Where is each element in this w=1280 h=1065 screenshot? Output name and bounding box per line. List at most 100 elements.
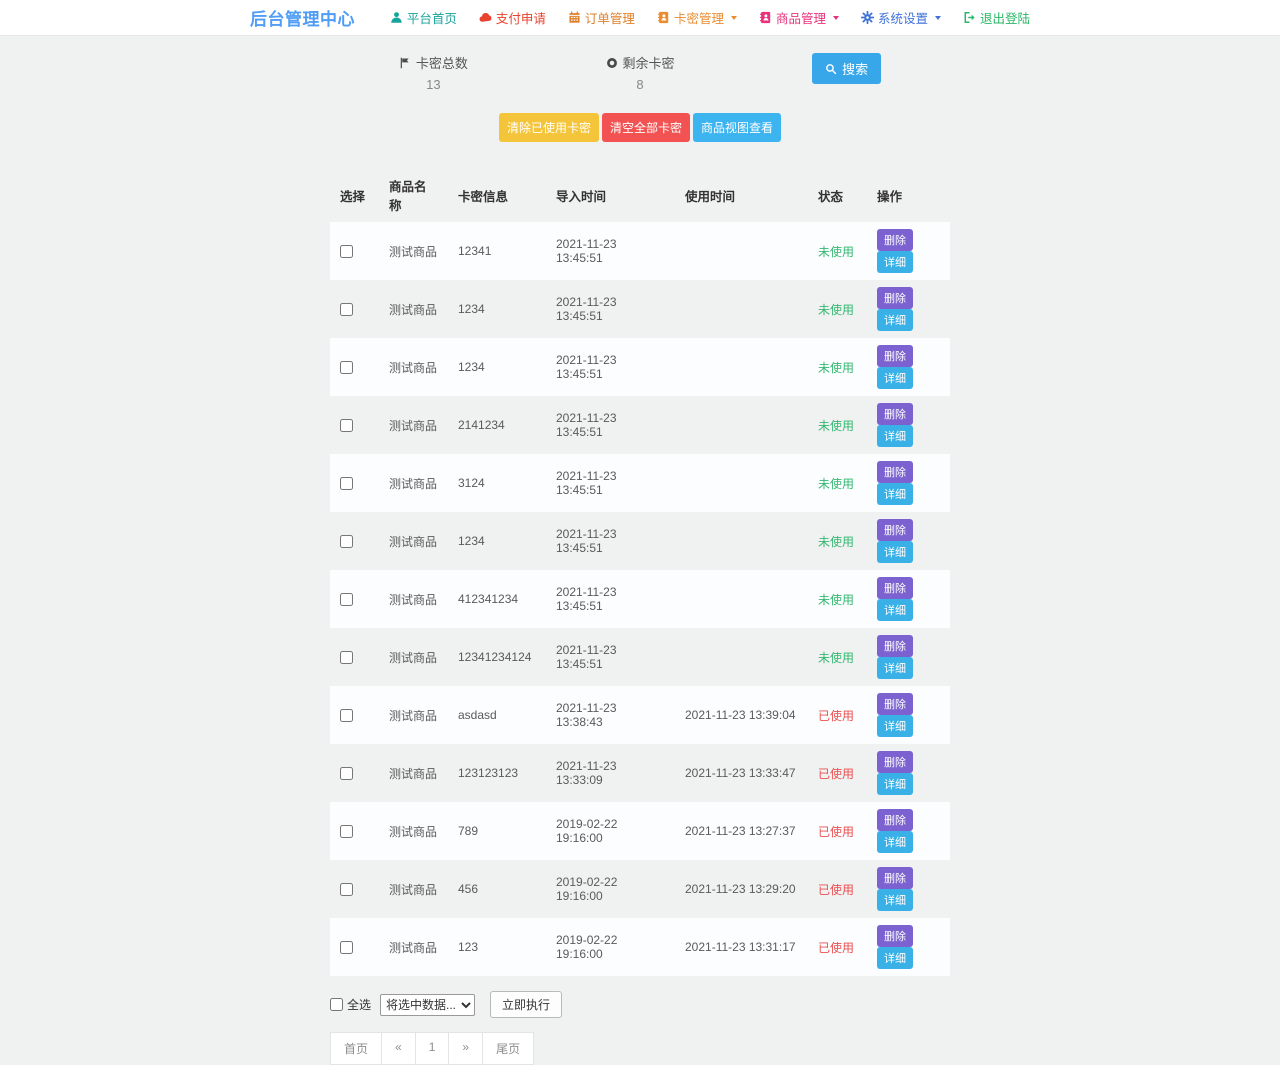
detail-button[interactable]: 详细 xyxy=(877,715,913,737)
delete-button[interactable]: 删除 xyxy=(877,229,913,251)
detail-button[interactable]: 详细 xyxy=(877,367,913,389)
row-checkbox[interactable] xyxy=(340,825,353,839)
col-header-status: 状态 xyxy=(818,189,844,204)
card-code-cell: 456 xyxy=(458,882,479,896)
address-book-icon xyxy=(657,11,670,24)
delete-button[interactable]: 删除 xyxy=(877,809,913,831)
row-checkbox[interactable] xyxy=(340,593,353,607)
row-checkbox[interactable] xyxy=(340,651,353,665)
row-checkbox[interactable] xyxy=(340,941,353,955)
detail-button[interactable]: 详细 xyxy=(877,947,913,969)
nav-item-products[interactable]: 商品管理 xyxy=(759,8,839,27)
nav-item-label: 系统设置 xyxy=(877,12,928,26)
table-row: 测试商品 789 2019-02-22 19:16:00 2021-11-23 … xyxy=(330,802,950,860)
stat-value: 8 xyxy=(636,77,644,92)
bulk-action-select[interactable]: 将选中数据... xyxy=(380,993,476,1016)
table-row: 测试商品 asdasd 2021-11-23 13:38:43 2021-11-… xyxy=(330,686,950,744)
detail-button[interactable]: 详细 xyxy=(877,483,913,505)
detail-button[interactable]: 详细 xyxy=(877,773,913,795)
cloud-icon xyxy=(479,11,492,24)
row-checkbox[interactable] xyxy=(340,477,353,491)
stat-total-cards: 卡密总数 13 xyxy=(330,53,537,92)
product-view-button[interactable]: 商品视图查看 xyxy=(693,113,782,142)
clear-used-cards-button[interactable]: 清除已使用卡密 xyxy=(498,113,599,142)
detail-button[interactable]: 详细 xyxy=(877,657,913,679)
row-checkbox[interactable] xyxy=(340,535,353,549)
row-checkbox[interactable] xyxy=(340,361,353,375)
detail-button[interactable]: 详细 xyxy=(877,425,913,447)
import-time-cell: 2019-02-22 19:16:00 xyxy=(556,817,618,845)
nav-item-settings[interactable]: 系统设置 xyxy=(860,8,941,27)
top-navbar: 后台管理中心 平台首页 支付申请 订单管理 卡密管理 商品管理 系统设置 退出登… xyxy=(0,0,1280,36)
detail-button[interactable]: 详细 xyxy=(877,251,913,273)
table-row: 测试商品 123123123 2021-11-23 13:33:09 2021-… xyxy=(330,744,950,802)
delete-button[interactable]: 删除 xyxy=(877,403,913,425)
card-key-table: 选择 商品名称 卡密信息 导入时间 使用时间 状态 操作 测试商品 12341 … xyxy=(330,168,950,976)
page-item-next[interactable]: » xyxy=(448,1032,484,1065)
delete-button[interactable]: 删除 xyxy=(877,635,913,657)
delete-button[interactable]: 删除 xyxy=(877,693,913,715)
status-cell: 未使用 xyxy=(818,534,855,549)
page-item-prev[interactable]: « xyxy=(381,1032,416,1065)
row-checkbox[interactable] xyxy=(340,245,353,259)
nav-item-cards[interactable]: 卡密管理 xyxy=(657,8,737,27)
import-time-cell: 2021-11-23 13:45:51 xyxy=(556,295,617,323)
detail-button[interactable]: 详细 xyxy=(877,309,913,331)
nav-item-home[interactable]: 平台首页 xyxy=(390,8,457,27)
bulk-actions: 全选 将选中数据... 立即执行 xyxy=(330,991,950,1018)
delete-button[interactable]: 删除 xyxy=(877,577,913,599)
page-item-page-1[interactable]: 1 xyxy=(414,1032,450,1065)
caret-down-icon xyxy=(934,15,941,20)
col-header-code: 卡密信息 xyxy=(458,189,509,204)
detail-button[interactable]: 详细 xyxy=(877,541,913,563)
status-cell: 未使用 xyxy=(818,650,855,665)
status-cell: 未使用 xyxy=(818,360,855,375)
use-time-cell xyxy=(675,396,808,454)
page-item-last[interactable]: 尾页 xyxy=(482,1032,535,1065)
detail-button[interactable]: 详细 xyxy=(877,599,913,621)
nav-item-label: 卡密管理 xyxy=(673,12,724,26)
nav-item-payment[interactable]: 支付申请 xyxy=(479,8,546,27)
clear-all-cards-button[interactable]: 清空全部卡密 xyxy=(601,113,690,142)
col-header-use: 使用时间 xyxy=(685,189,736,204)
detail-button[interactable]: 详细 xyxy=(877,831,913,853)
search-area: 搜索 xyxy=(743,53,950,92)
table-row: 测试商品 3124 2021-11-23 13:45:51 未使用 删除 详细 xyxy=(330,454,950,512)
col-header-product: 商品名称 xyxy=(389,180,427,213)
delete-button[interactable]: 删除 xyxy=(877,867,913,889)
import-time-cell: 2021-11-23 13:45:51 xyxy=(556,353,617,381)
nav-item-orders[interactable]: 订单管理 xyxy=(568,8,635,27)
detail-button[interactable]: 详细 xyxy=(877,889,913,911)
row-checkbox[interactable] xyxy=(340,883,353,897)
table-row: 测试商品 1234 2021-11-23 13:45:51 未使用 删除 详细 xyxy=(330,338,950,396)
row-checkbox[interactable] xyxy=(340,303,353,317)
select-all[interactable]: 全选 xyxy=(330,996,371,1013)
table-row: 测试商品 412341234 2021-11-23 13:45:51 未使用 删… xyxy=(330,570,950,628)
flag-icon xyxy=(399,57,411,69)
product-name-cell: 测试商品 xyxy=(389,824,438,839)
delete-button[interactable]: 删除 xyxy=(877,345,913,367)
delete-button[interactable]: 删除 xyxy=(877,751,913,773)
row-checkbox[interactable] xyxy=(340,419,353,433)
delete-button[interactable]: 删除 xyxy=(877,519,913,541)
status-cell: 未使用 xyxy=(818,592,855,607)
execute-button[interactable]: 立即执行 xyxy=(490,991,563,1018)
nav-item-label: 商品管理 xyxy=(775,12,826,26)
delete-button[interactable]: 删除 xyxy=(877,287,913,309)
search-button[interactable]: 搜索 xyxy=(812,53,882,84)
search-button-label: 搜索 xyxy=(842,62,869,77)
select-all-checkbox[interactable] xyxy=(330,998,343,1011)
stats-row: 卡密总数 13 剩余卡密 8 搜索 xyxy=(330,36,950,92)
row-checkbox[interactable] xyxy=(340,709,353,723)
row-checkbox[interactable] xyxy=(340,767,353,781)
nav-item-logout[interactable]: 退出登陆 xyxy=(963,8,1030,27)
use-time-cell: 2021-11-23 13:39:04 xyxy=(685,708,796,722)
status-cell: 未使用 xyxy=(818,244,855,259)
import-time-cell: 2019-02-22 19:16:00 xyxy=(556,933,618,961)
page-item-first[interactable]: 首页 xyxy=(330,1032,383,1065)
card-code-cell: 123 xyxy=(458,940,479,954)
delete-button[interactable]: 删除 xyxy=(877,925,913,947)
product-name-cell: 测试商品 xyxy=(389,534,438,549)
delete-button[interactable]: 删除 xyxy=(877,461,913,483)
toolbar: 清除已使用卡密 清空全部卡密 商品视图查看 xyxy=(330,113,950,142)
